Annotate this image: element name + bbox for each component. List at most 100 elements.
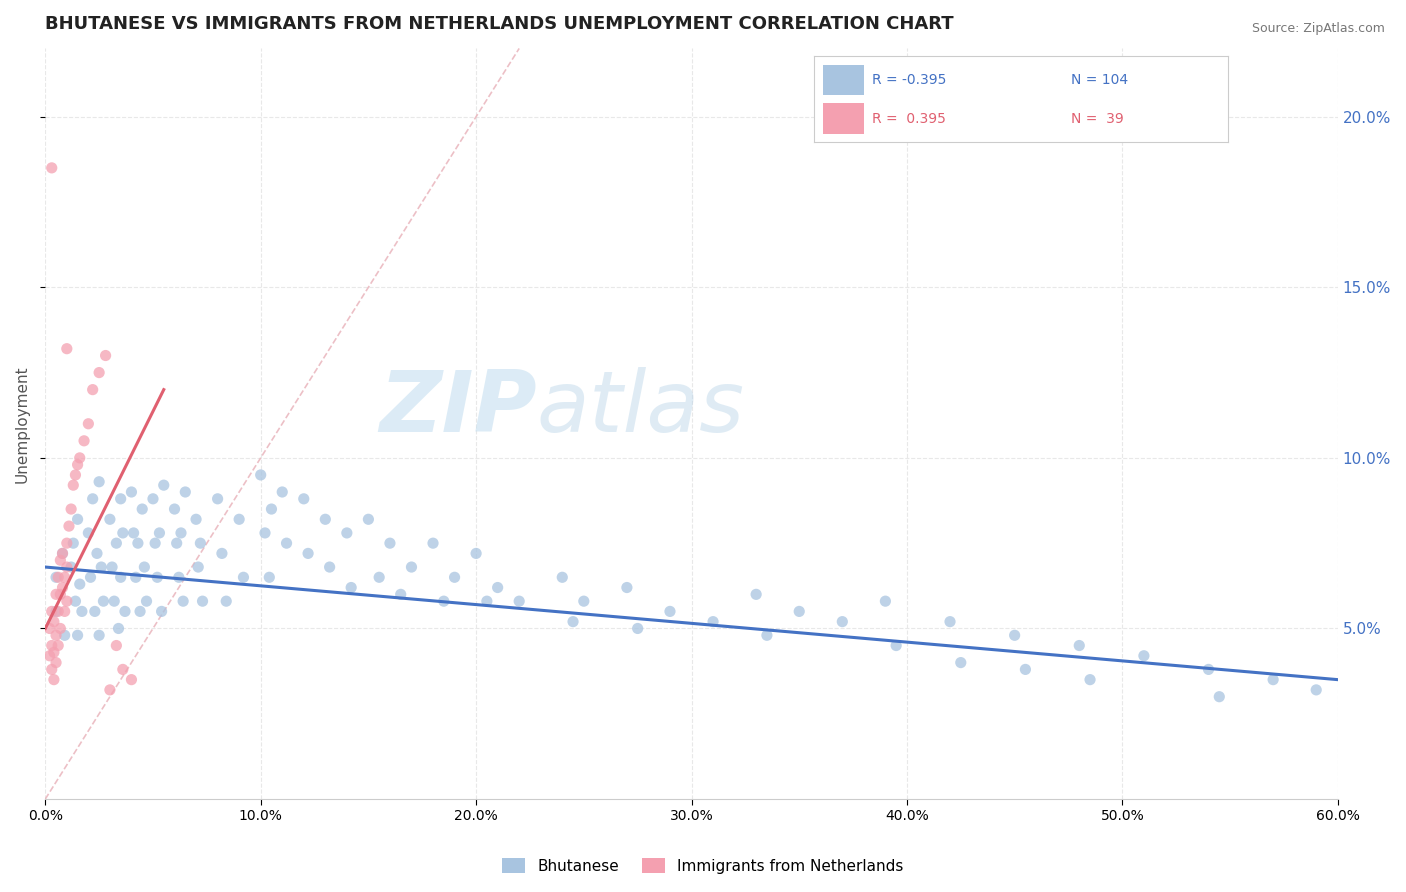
Point [42,645,65,659]
Point [53,604,76,618]
Point [627,622,650,636]
Point [127,536,149,550]
Point [41,639,63,653]
Point [174,485,197,500]
Point [551,570,574,584]
Point [1004,628,1026,642]
Point [143,536,166,550]
Point [105,536,128,550]
Y-axis label: Unemployment: Unemployment [15,365,30,483]
Point [433,594,456,608]
Point [89,628,111,642]
Point [38,622,60,636]
Point [443,570,465,584]
Text: Source: ZipAtlas.com: Source: ZipAtlas.com [1251,22,1385,36]
Point [1014,662,1036,676]
Point [107,622,129,636]
Point [190,536,212,550]
Point [271,485,294,500]
Point [41,662,63,676]
Legend: Bhutanese, Immigrants from Netherlands: Bhutanese, Immigrants from Netherlands [496,852,910,880]
Point [60,560,83,574]
Point [45,604,67,618]
Point [46,604,69,618]
Point [1069,639,1091,653]
Point [163,502,186,516]
Point [142,491,165,506]
Point [105,639,128,653]
Point [83,604,105,618]
Point [56,594,79,608]
Point [259,570,281,584]
Point [86,546,108,560]
Point [1208,690,1230,704]
Point [260,502,283,516]
Point [66,458,89,472]
Point [131,502,153,516]
Point [211,546,233,560]
Point [82,491,104,506]
Point [42,615,65,629]
Point [1133,648,1156,663]
Point [38,648,60,663]
Point [46,639,69,653]
Point [508,594,530,608]
Point [166,536,188,550]
Point [70,604,93,618]
Point [745,587,768,601]
Point [49,622,72,636]
Point [66,512,89,526]
Text: ZIP: ZIP [378,368,537,450]
Point [253,525,276,540]
Point [125,570,148,584]
Point [56,536,79,550]
Point [378,536,401,550]
Point [89,475,111,489]
Point [1263,673,1285,687]
Point [41,604,63,618]
Point [98,512,121,526]
Point [51,581,73,595]
Point [572,594,595,608]
Point [49,587,72,601]
Point [1198,662,1220,676]
Point [357,512,380,526]
Point [616,581,638,595]
Point [120,673,142,687]
Point [49,553,72,567]
Point [146,570,169,584]
Point [62,536,84,550]
Point [42,673,65,687]
Point [45,628,67,642]
Point [875,594,897,608]
Point [422,536,444,550]
Point [167,570,190,584]
Point [1305,682,1327,697]
Point [939,615,962,629]
Point [45,656,67,670]
Point [150,604,173,618]
Point [129,604,152,618]
Point [79,570,101,584]
Point [135,594,157,608]
Point [101,560,124,574]
Point [65,467,87,482]
Point [46,570,69,584]
Point [45,570,67,584]
Point [73,434,96,448]
Point [93,594,115,608]
Point [114,604,136,618]
Point [249,467,271,482]
Point [134,560,156,574]
Point [53,628,76,642]
Point [949,656,972,670]
Point [232,570,254,584]
Point [297,546,319,560]
Point [152,478,174,492]
Point [172,594,194,608]
Text: atlas: atlas [537,368,744,450]
Point [103,594,125,608]
Point [41,161,63,175]
Point [170,525,193,540]
Point [45,587,67,601]
